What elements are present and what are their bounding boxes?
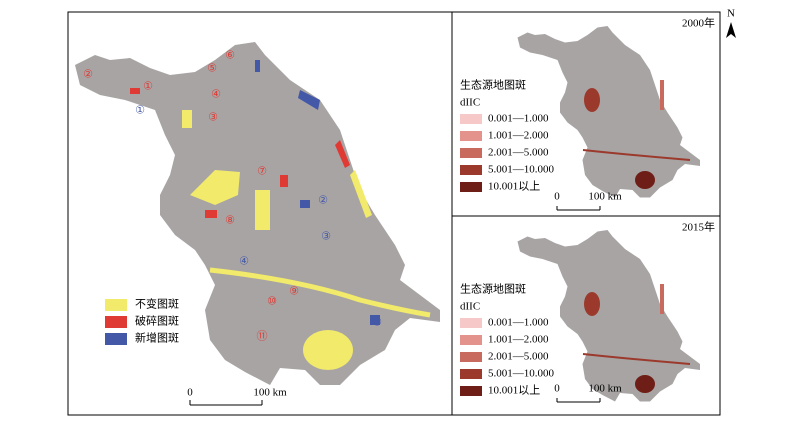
legend-label: 1.001—2.000	[488, 130, 549, 142]
map-marker: ⑪	[257, 330, 268, 343]
legend-label: 0.001—1.000	[488, 317, 549, 329]
legend-swatch	[105, 299, 127, 311]
legend-swatch	[460, 148, 482, 158]
north-label: N	[727, 8, 735, 20]
map-marker: ①	[143, 81, 153, 93]
map-marker: ④	[211, 89, 221, 101]
legend-swatch	[460, 386, 482, 396]
map-marker: ⑧	[225, 215, 235, 227]
map-marker: ⑦	[257, 166, 267, 178]
mini-map	[517, 26, 700, 198]
legend-label: 不变图斑	[135, 297, 179, 311]
scale-label: 0	[187, 387, 193, 399]
panel-frame	[451, 215, 721, 416]
legend-swatch	[460, 369, 482, 379]
map-marker: ⑥	[225, 50, 235, 62]
scale-label: 100 km	[588, 191, 622, 203]
legend-label: 5.001—10.000	[488, 164, 555, 176]
legend-swatch	[460, 318, 482, 328]
panel-title: 2000年	[682, 16, 715, 30]
scale-label: 0	[554, 191, 560, 203]
legend-label: 破碎图斑	[135, 314, 179, 328]
legend-label: 1.001—2.000	[488, 334, 549, 346]
legend-swatch	[460, 131, 482, 141]
legend-swatch	[460, 335, 482, 345]
map-marker: ③	[321, 231, 331, 243]
legend-swatch	[105, 333, 127, 345]
main-map	[75, 42, 440, 385]
map-marker: ②	[318, 195, 328, 207]
legend-label: 5.001—10.000	[488, 368, 555, 380]
legend-swatch	[460, 114, 482, 124]
legend-title: 生态源地图斑	[460, 282, 526, 296]
legend-swatch	[460, 182, 482, 192]
legend-label: 2.001—5.000	[488, 147, 549, 159]
map-marker: ⑤	[372, 317, 382, 329]
scale-label: 100 km	[588, 383, 622, 395]
legend-label: 新增图斑	[135, 331, 179, 345]
scale-label: 0	[554, 383, 560, 395]
map-marker: ②	[83, 69, 93, 81]
mini-map	[517, 230, 700, 402]
legend-swatch	[460, 165, 482, 175]
map-marker: ⑨	[289, 286, 299, 298]
legend-swatch	[105, 316, 127, 328]
legend-label: 2.001—5.000	[488, 351, 549, 363]
north-arrow: N	[726, 8, 736, 38]
legend-subtitle: dIIC	[460, 301, 480, 313]
map-marker: ③	[208, 112, 218, 124]
map-marker: ④	[239, 256, 249, 268]
legend-swatch	[460, 352, 482, 362]
legend-label: 10.001以上	[488, 180, 540, 193]
map-marker: ⑤	[207, 63, 217, 75]
legend-subtitle: dIIC	[460, 97, 480, 109]
legend-label: 10.001以上	[488, 384, 540, 397]
map-marker: ①	[135, 105, 145, 117]
map-marker: ⑩	[267, 296, 277, 308]
legend-title: 生态源地图斑	[460, 78, 526, 92]
panel-title: 2015年	[682, 220, 715, 234]
legend-label: 0.001—1.000	[488, 113, 549, 125]
scale-label: 100 km	[253, 387, 287, 399]
